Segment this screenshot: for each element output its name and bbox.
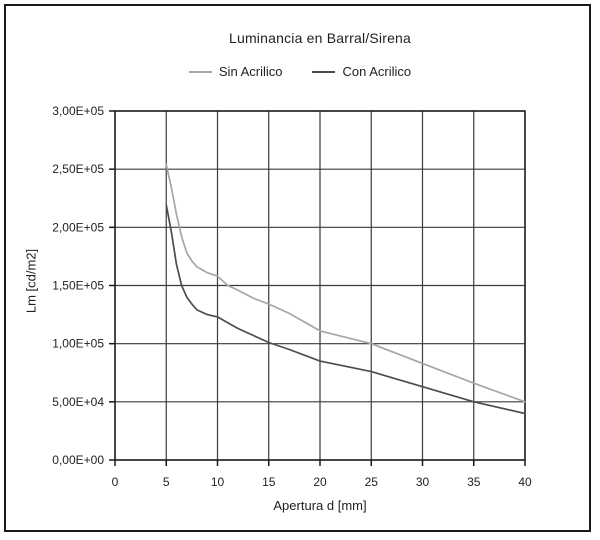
x-tick-label: 40 bbox=[518, 475, 532, 489]
x-tick-label: 25 bbox=[365, 475, 379, 489]
x-tick-label: 10 bbox=[211, 475, 225, 489]
y-tick-label: 1,50E+05 bbox=[52, 279, 104, 293]
y-tick-label: 1,00E+05 bbox=[52, 337, 104, 351]
x-tick-label: 5 bbox=[163, 475, 170, 489]
y-tick-label: 3,00E+05 bbox=[52, 104, 104, 118]
chart-title: Luminancia en Barral/Sirena bbox=[228, 30, 412, 46]
y-axis-title: Lm [cd/m2] bbox=[23, 248, 39, 314]
x-tick-label: 20 bbox=[313, 475, 327, 489]
con-acrilico-line-swatch-icon bbox=[312, 70, 336, 73]
x-tick-label: 30 bbox=[416, 475, 430, 489]
legend-label-sin-acrilico: Sin Acrilico bbox=[218, 64, 283, 79]
legend-item-con-acrilico: Con Acrilico bbox=[312, 64, 411, 79]
chart-border-frame bbox=[4, 4, 591, 532]
x-axis-title: Apertura d [mm] bbox=[273, 498, 367, 513]
legend-item-sin-acrilico: Sin Acrilico bbox=[188, 64, 283, 79]
y-tick-label: 0,00E+00 bbox=[52, 453, 104, 467]
x-tick-label: 35 bbox=[467, 475, 481, 489]
legend: Sin Acrilico Con Acrilico bbox=[0, 64, 600, 79]
series-line-sin-acrilico bbox=[165, 163, 526, 403]
y-tick-label: 5,00E+04 bbox=[52, 395, 104, 409]
x-tick-label: 15 bbox=[262, 475, 276, 489]
y-tick-label: 2,00E+05 bbox=[52, 220, 104, 234]
series-line-con-acrilico bbox=[165, 204, 526, 415]
y-tick-label: 2,50E+05 bbox=[52, 162, 104, 176]
legend-label-con-acrilico: Con Acrilico bbox=[342, 64, 412, 79]
x-tick-label: 0 bbox=[112, 475, 119, 489]
sin-acrilico-line-swatch-icon bbox=[188, 70, 212, 73]
